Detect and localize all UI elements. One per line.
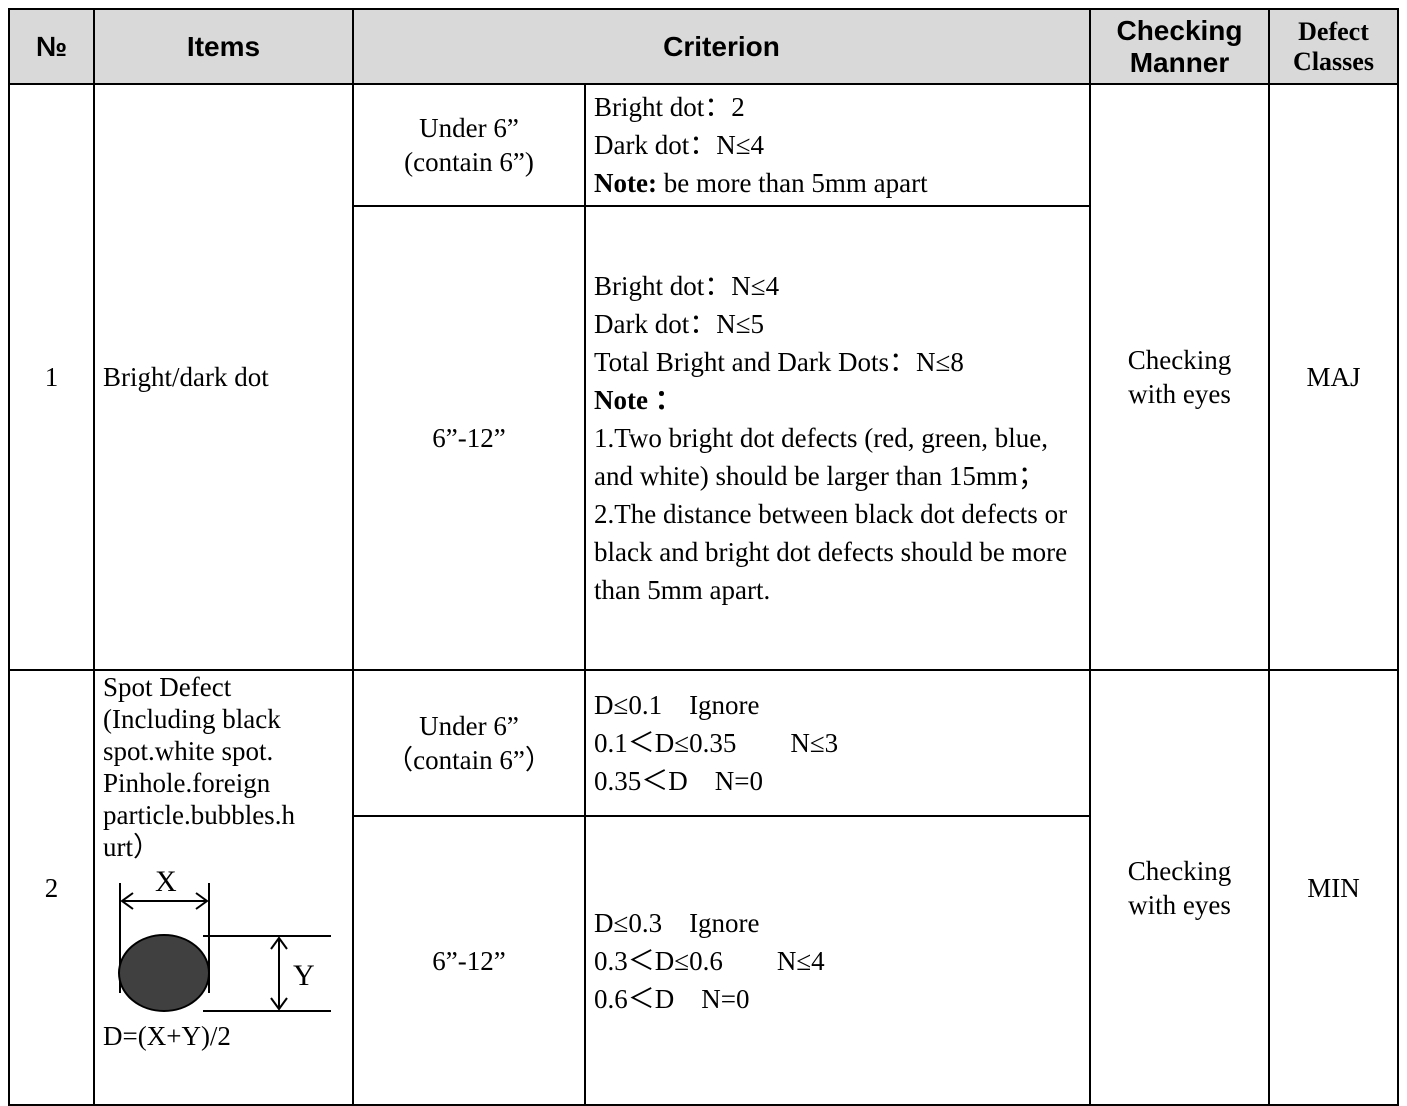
size-cell: 6”-12”	[352, 815, 586, 1106]
header-line: Manner	[1129, 46, 1230, 78]
table-row: 6”-12” Bright dot：N≤4 Dark dot：N≤5 Total Br…	[9, 205, 1398, 671]
header-line: Classes	[1293, 46, 1374, 76]
item-line: Pinhole.foreign	[103, 768, 271, 798]
criterion-line: Dark dot：N≤4	[594, 130, 765, 160]
spot-diagram: XY	[118, 865, 331, 1012]
checking-line: Checking	[1127, 345, 1232, 375]
size-cell: 6”-12”	[352, 205, 586, 671]
size-line: Under 6”	[419, 711, 519, 741]
note-label: Note ：	[594, 385, 682, 415]
table-row: 6”-12” D≤0.3 Ignore 0.3＜D≤0.6 N≤4 0.6＜D N=0	[9, 815, 1398, 1106]
item-cell: Bright/dark dot	[93, 83, 354, 671]
size-line: 6”-12”	[432, 945, 506, 976]
item-line: urt）	[103, 832, 160, 862]
criterion-line: 0.3＜D≤0.6 N≤4	[594, 945, 825, 976]
header-cell: №	[8, 8, 95, 85]
criterion-line: D≤0.1 Ignore	[594, 690, 760, 720]
header-line: Defect	[1298, 16, 1369, 46]
size-cell: Under 6” (contain 6”)	[352, 83, 586, 207]
size-cell: Under 6” （contain 6”）	[352, 669, 586, 817]
item-line: Bright/dark dot	[103, 362, 269, 392]
table-row: 2 Spot Defect (Including black spot.white s…	[8, 669, 1399, 1106]
item-cell: Spot Defect (Including black spot.white sp…	[93, 669, 354, 1106]
size-line: Under 6”	[419, 113, 519, 143]
criterion-cell: Bright dot：2 Dark dot：N≤4 Note: be more th…	[584, 83, 1091, 207]
checking-cell: Checking with eyes	[1089, 669, 1270, 1106]
size-line: 6”-12”	[432, 423, 506, 453]
checking-line: with eyes	[1128, 379, 1231, 409]
header-row: № Items Criterion Checking Manner Defect Class…	[8, 8, 1399, 85]
criterion-line: Note ：	[594, 381, 1081, 419]
size-line: （contain 6”）	[386, 745, 552, 775]
row-number: 2	[8, 669, 95, 1106]
item-line: spot.white spot.	[103, 736, 274, 766]
header-cell: Items	[93, 8, 354, 85]
header-cell: Defect Classes	[1268, 8, 1399, 85]
criterion-line: 0.35＜D N=0	[594, 766, 763, 796]
item-line: (Including black	[103, 704, 281, 734]
x-label: X	[155, 865, 177, 898]
defect-class: MAJ	[1268, 83, 1399, 671]
size-line: (contain 6”)	[404, 147, 534, 177]
criterion-line: Bright dot：2	[594, 92, 745, 122]
criterion-line: 0.6＜D N=0	[594, 983, 750, 1014]
row-number: 1	[8, 83, 95, 671]
note-text: be more than 5mm apart	[656, 168, 928, 198]
criterion-line: Bright dot：N≤4	[594, 271, 780, 301]
header-line: Checking	[1116, 14, 1243, 46]
header-cell: Checking Manner	[1089, 8, 1270, 85]
checking-line: with eyes	[1128, 889, 1231, 920]
checking-line: Checking	[1127, 855, 1232, 886]
criterion-line: Note: be more than 5mm apart	[594, 164, 1081, 202]
note-label: Note:	[594, 168, 657, 198]
formula: D=(X+Y)/2	[103, 1021, 231, 1051]
criterion-cell: D≤0.1 Ignore 0.1＜D≤0.35 N≤3 0.35＜D N=0	[584, 669, 1091, 817]
criterion-line: 2.The distance between black dot defects…	[594, 499, 1068, 605]
criterion-line: 1.Two bright dot defects (red, green, bl…	[594, 423, 1048, 491]
criterion-line: Dark dot：N≤5	[594, 309, 765, 339]
criterion-cell: Bright dot：N≤4 Dark dot：N≤5 Total Bright a…	[584, 205, 1091, 671]
header-cell: Criterion	[352, 8, 1091, 85]
criterion-line: Total Bright and Dark Dots：N≤8	[594, 347, 964, 377]
criterion-line: D≤0.3 Ignore	[594, 907, 760, 938]
criterion-line: 0.1＜D≤0.35 N≤3	[594, 728, 839, 758]
inspection-table: № Items Criterion Checking Manner Defect Class…	[8, 8, 1399, 1106]
y-label: Y	[293, 959, 315, 992]
table-row: 1 Bright/dark dot Under 6” (contain 6”) Brig…	[8, 83, 1399, 671]
defect-class: MIN	[1268, 669, 1399, 1106]
checking-cell: Checking with eyes	[1089, 83, 1270, 671]
item-line: Spot Defect	[103, 672, 232, 702]
item-line: particle.bubbles.h	[103, 800, 295, 830]
criterion-cell: D≤0.3 Ignore 0.3＜D≤0.6 N≤4 0.6＜D N=0	[584, 815, 1091, 1106]
